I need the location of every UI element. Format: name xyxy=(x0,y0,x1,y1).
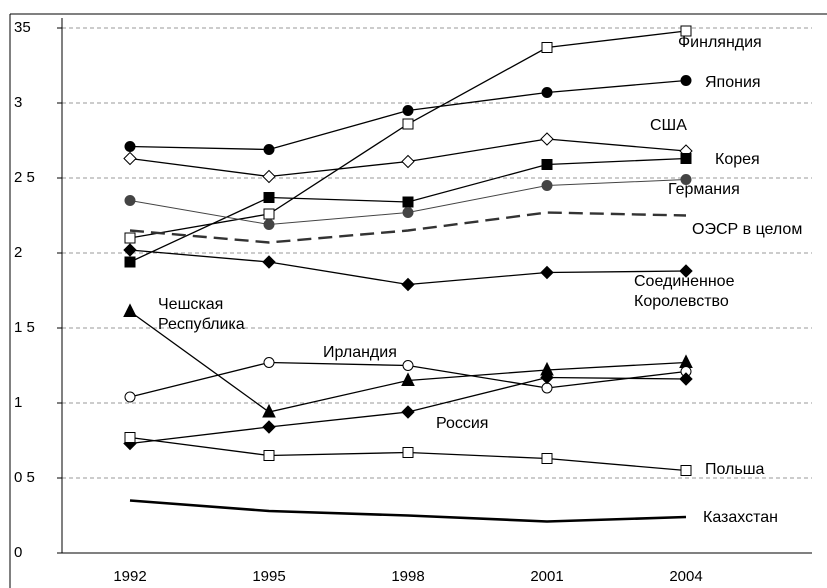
x-tick-label: 1992 xyxy=(113,568,146,585)
y-tick-label: 3 xyxy=(14,94,22,111)
marker xyxy=(124,195,136,206)
marker xyxy=(263,208,275,220)
y-tick-label: 2 xyxy=(14,244,22,261)
series-line xyxy=(129,211,687,244)
series-label: США xyxy=(650,117,687,134)
series-label: Корея xyxy=(715,151,760,168)
marker xyxy=(541,159,553,170)
series-label: Ирландия xyxy=(323,344,397,361)
marker xyxy=(124,232,136,244)
marker xyxy=(263,192,275,203)
series-label: Япония xyxy=(705,74,761,91)
series-label: Польша xyxy=(705,461,765,478)
x-tick-label: 2004 xyxy=(669,568,702,585)
marker xyxy=(124,432,136,443)
marker xyxy=(402,207,414,218)
y-tick-label: 1 5 xyxy=(14,319,35,336)
marker xyxy=(262,255,276,269)
marker xyxy=(401,277,415,292)
series-label: Финляндия xyxy=(678,34,762,51)
y-tick-label: 1 xyxy=(14,394,22,411)
marker xyxy=(679,372,693,386)
marker xyxy=(402,447,414,458)
marker xyxy=(680,153,692,164)
marker xyxy=(402,360,414,371)
x-tick-label: 1998 xyxy=(391,568,424,585)
marker xyxy=(402,118,414,130)
marker xyxy=(541,180,553,191)
marker xyxy=(401,405,415,419)
marker xyxy=(263,144,275,155)
x-tick-label: 2001 xyxy=(530,568,563,585)
marker xyxy=(541,42,553,53)
marker xyxy=(401,372,415,386)
marker xyxy=(680,75,692,86)
marker xyxy=(679,354,693,368)
marker xyxy=(679,264,693,278)
series-label: Соединенное Королевство xyxy=(634,273,735,310)
marker xyxy=(263,357,275,368)
series-label: Казахстан xyxy=(703,509,778,526)
series-line xyxy=(129,499,687,523)
marker xyxy=(124,256,136,268)
marker xyxy=(402,196,414,208)
marker xyxy=(262,420,276,434)
marker xyxy=(262,169,276,184)
y-tick-label: 2 5 xyxy=(14,169,35,186)
x-tick-label: 1995 xyxy=(252,568,285,585)
marker xyxy=(124,391,136,403)
marker xyxy=(401,154,415,169)
marker xyxy=(680,174,692,185)
marker xyxy=(123,151,137,166)
marker xyxy=(680,25,692,37)
marker xyxy=(263,450,275,461)
series-label: ОЭСР в целом xyxy=(692,221,803,238)
marker xyxy=(540,265,554,280)
marker xyxy=(541,453,553,464)
series-label: Россия xyxy=(436,415,489,432)
marker xyxy=(541,382,553,394)
marker xyxy=(123,243,137,257)
marker xyxy=(123,303,137,317)
marker xyxy=(540,132,554,146)
marker xyxy=(540,370,554,385)
series-label: Чешская Республика xyxy=(158,296,245,333)
marker xyxy=(124,141,136,152)
marker xyxy=(680,465,692,476)
marker xyxy=(402,105,414,116)
series-label: Германия xyxy=(668,181,740,198)
marker xyxy=(262,403,276,418)
marker xyxy=(263,219,275,230)
y-tick-label: 35 xyxy=(14,19,31,36)
marker xyxy=(541,87,553,98)
y-tick-label: 0 5 xyxy=(14,469,35,486)
y-tick-label: 0 xyxy=(14,544,22,561)
